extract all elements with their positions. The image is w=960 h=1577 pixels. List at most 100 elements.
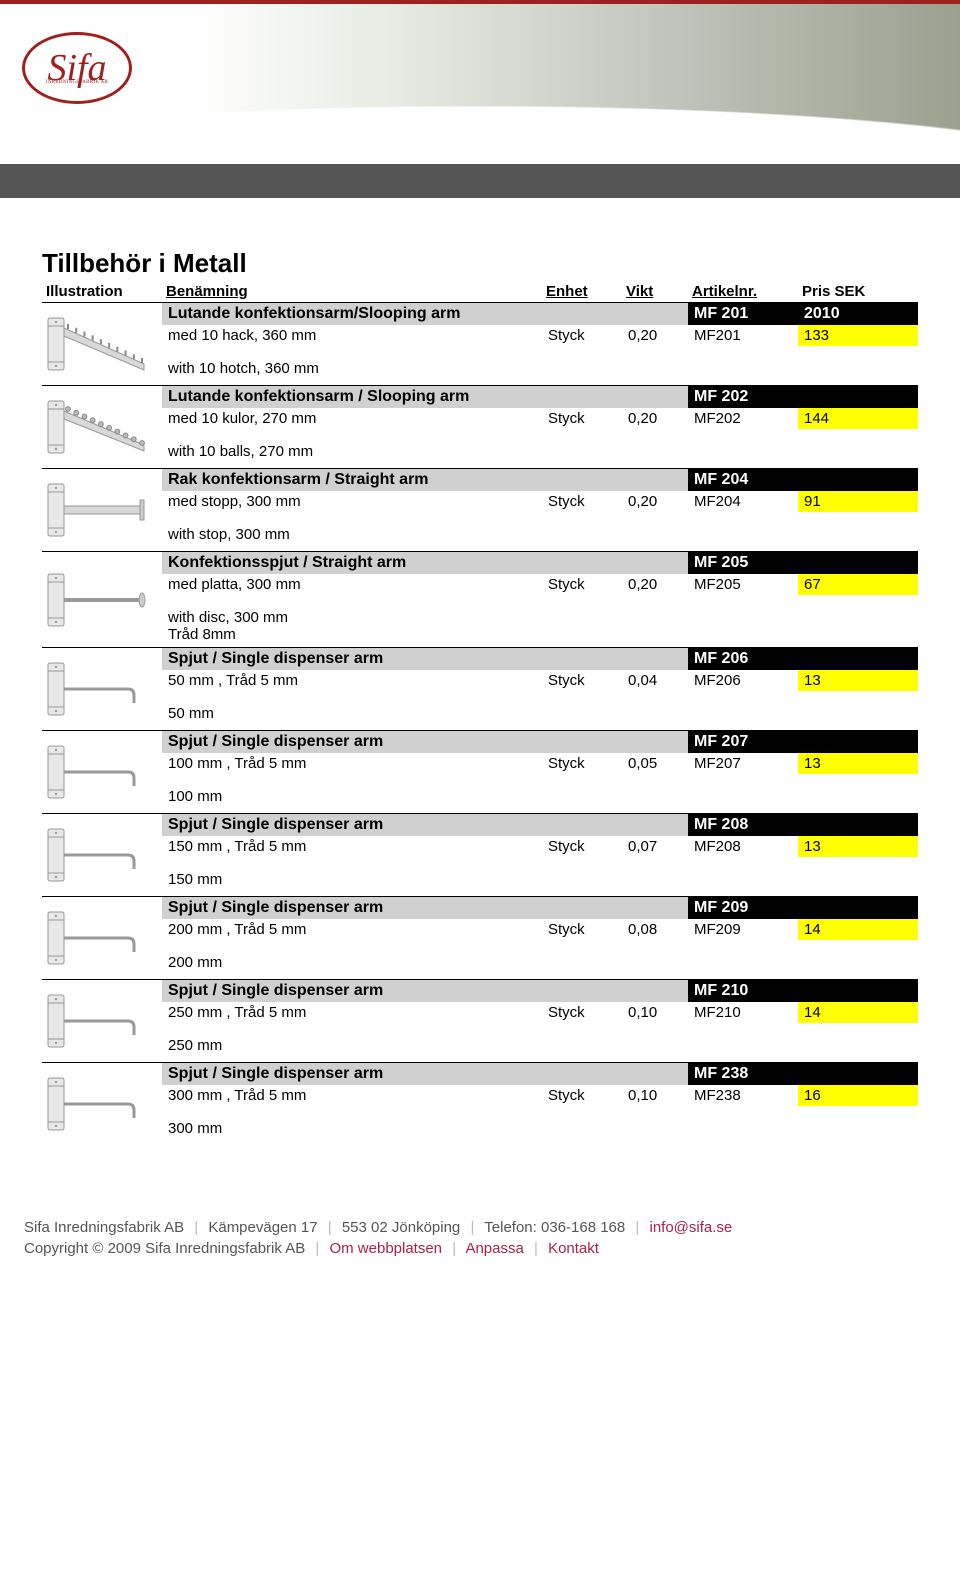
item-price: 14 [798,1002,918,1023]
group-name: Spjut / Single dispenser arm [162,897,688,920]
hdr-name: Benämning [162,281,542,303]
item-note: with disc, 300 mm [162,595,918,626]
item-note: with stop, 300 mm [162,512,918,552]
item-article: MF209 [688,919,798,940]
group-row: Konfektionsspjut / Straight arm MF 205 [42,552,918,575]
group-code-ext [798,731,918,754]
footer-link-about[interactable]: Om webbplatsen [329,1240,442,1257]
footer-line2: Copyright © 2009 Sifa Inredningsfabrik A… [24,1240,936,1257]
note-row: 100 mm [42,774,918,814]
item-article: MF205 [688,574,798,595]
group-row: Spjut / Single dispenser arm MF 238 [42,1063,918,1086]
item-price: 14 [798,919,918,940]
data-row: 100 mm , Tråd 5 mm Styck 0,05 MF207 13 [42,753,918,774]
group-code: MF 207 [688,731,798,754]
item-note: 300 mm [162,1106,918,1145]
product-illustration [42,560,152,640]
item-price: 13 [798,836,918,857]
item-extra: Tråd 8mm [162,626,918,648]
product-table: Illustration Benämning Enhet Vikt Artike… [42,281,918,1145]
logo: Sifa INREDNINGSFABRIK AB [22,32,132,104]
footer-link-contact[interactable]: Kontakt [548,1240,599,1257]
item-desc: med 10 hack, 360 mm [162,325,542,346]
separator: | [309,1240,325,1257]
item-weight: 0,20 [622,491,688,512]
product-illustration [42,981,152,1061]
item-weight: 0,20 [622,408,688,429]
footer-link-customize[interactable]: Anpassa [465,1240,523,1257]
data-row: 200 mm , Tråd 5 mm Styck 0,08 MF209 14 [42,919,918,940]
separator: | [446,1240,462,1257]
group-name: Rak konfektionsarm / Straight arm [162,469,688,492]
data-row: 50 mm , Tråd 5 mm Styck 0,04 MF206 13 [42,670,918,691]
note-row: with stop, 300 mm [42,512,918,552]
separator: | [322,1219,338,1236]
group-name: Lutande konfektionsarm/Slooping arm [162,303,688,326]
group-code: MF 202 [688,386,798,409]
item-article: MF206 [688,670,798,691]
group-code: MF 208 [688,814,798,837]
logo-subtext: INREDNINGSFABRIK AB [46,80,108,85]
item-price: 16 [798,1085,918,1106]
hdr-article: Artikelnr. [688,281,798,303]
footer-line1: Sifa Inredningsfabrik AB | Kämpevägen 17… [24,1219,936,1236]
item-desc: 250 mm , Tråd 5 mm [162,1002,542,1023]
separator: | [188,1219,204,1236]
item-article: MF207 [688,753,798,774]
item-article: MF208 [688,836,798,857]
item-desc: 150 mm , Tråd 5 mm [162,836,542,857]
item-weight: 0,08 [622,919,688,940]
group-code: MF 209 [688,897,798,920]
group-name: Lutande konfektionsarm / Slooping arm [162,386,688,409]
item-price: 67 [798,574,918,595]
item-desc: med stopp, 300 mm [162,491,542,512]
group-code: MF 201 [688,303,798,326]
footer: Sifa Inredningsfabrik AB | Kämpevägen 17… [0,1205,960,1277]
illustration-cell [42,1063,162,1146]
item-article: MF238 [688,1085,798,1106]
item-weight: 0,10 [622,1002,688,1023]
illustration-cell [42,731,162,814]
hdr-weight: Vikt [622,281,688,303]
item-note: 150 mm [162,857,918,897]
item-note: 250 mm [162,1023,918,1063]
separator: | [464,1219,480,1236]
page-title: Tillbehör i Metall [42,248,918,279]
item-weight: 0,04 [622,670,688,691]
note-row: with 10 hotch, 360 mm [42,346,918,386]
item-price: 91 [798,491,918,512]
item-unit: Styck [542,836,622,857]
illustration-cell [42,303,162,386]
product-illustration [42,815,152,895]
item-unit: Styck [542,408,622,429]
item-weight: 0,20 [622,574,688,595]
item-unit: Styck [542,574,622,595]
item-unit: Styck [542,325,622,346]
product-illustration [42,898,152,978]
item-price: 13 [798,670,918,691]
illustration-cell [42,648,162,731]
item-weight: 0,05 [622,753,688,774]
hdr-illustration: Illustration [42,281,162,303]
table-header: Illustration Benämning Enhet Vikt Artike… [42,281,918,303]
separator: | [528,1240,544,1257]
footer-phone-label: Telefon: [484,1219,537,1236]
group-code: MF 210 [688,980,798,1003]
illustration-cell [42,897,162,980]
item-desc: med 10 kulor, 270 mm [162,408,542,429]
group-code-ext [798,897,918,920]
item-article: MF202 [688,408,798,429]
group-code: MF 238 [688,1063,798,1086]
product-illustration [42,470,152,550]
group-code-ext [798,980,918,1003]
footer-email-link[interactable]: info@sifa.se [649,1219,732,1236]
illustration-cell [42,469,162,552]
group-name: Spjut / Single dispenser arm [162,731,688,754]
item-article: MF204 [688,491,798,512]
item-note: with 10 balls, 270 mm [162,429,918,469]
note-row: 250 mm [42,1023,918,1063]
product-illustration [42,732,152,812]
item-unit: Styck [542,753,622,774]
group-row: Lutande konfektionsarm/Slooping arm MF 2… [42,303,918,326]
hdr-price: Pris SEK [798,281,918,303]
